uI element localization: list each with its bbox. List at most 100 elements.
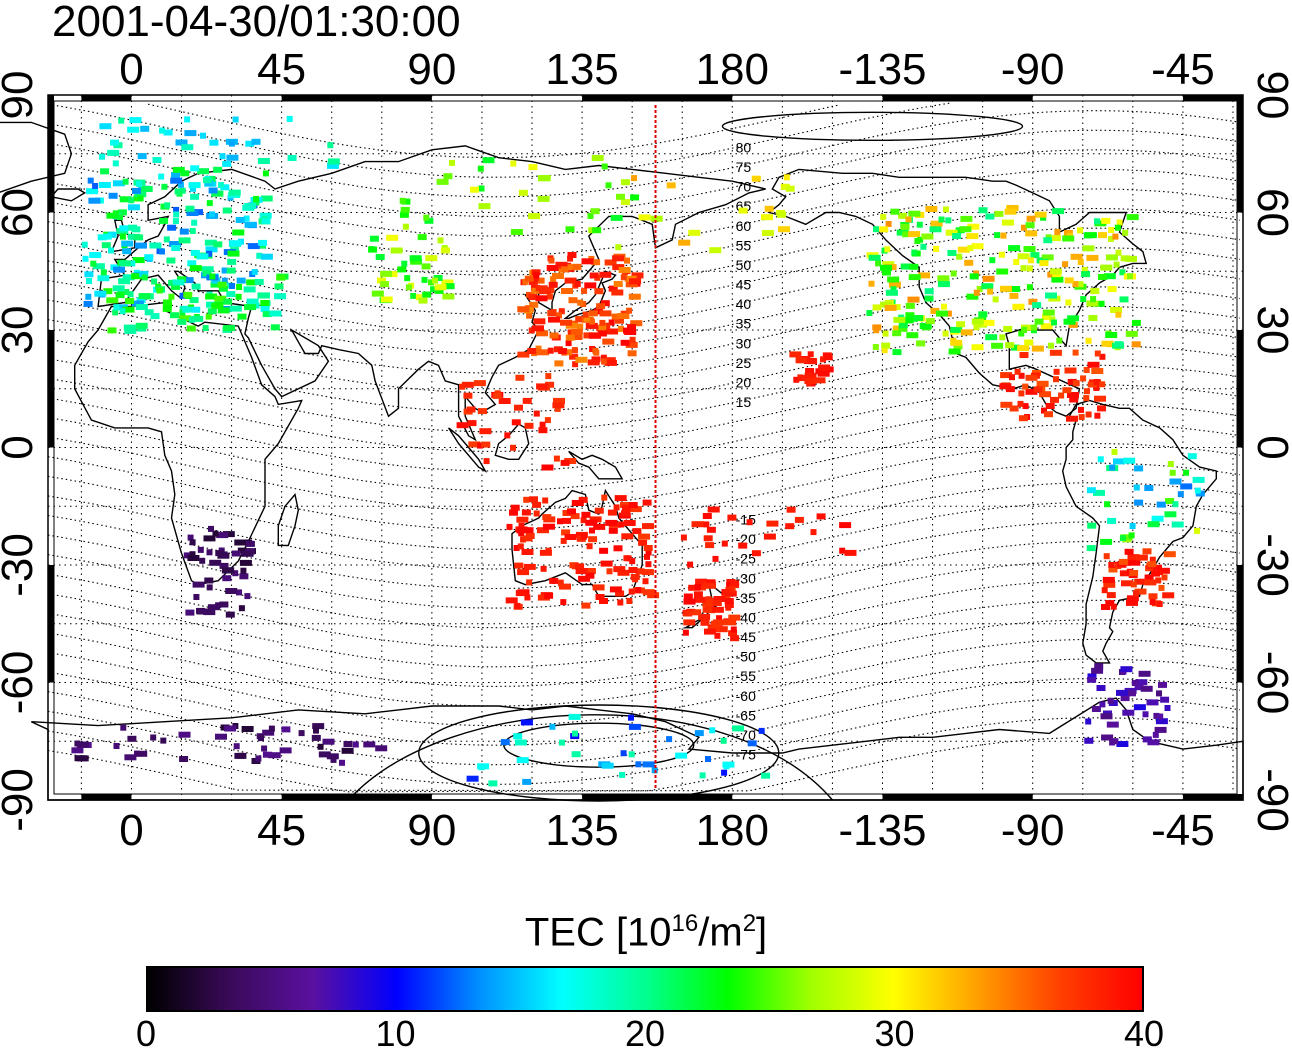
tec-point: [911, 249, 918, 256]
tec-point: [128, 224, 137, 231]
magnetic-contour: [47, 345, 1240, 433]
tec-point: [1113, 458, 1125, 465]
tec-point: [422, 291, 432, 298]
magnetic-contour: [47, 305, 1240, 394]
tec-point: [205, 293, 218, 300]
tec-point: [179, 315, 192, 322]
tec-point: [712, 600, 722, 606]
tec-point: [761, 214, 773, 221]
tec-point: [880, 264, 892, 271]
tec-point: [1084, 388, 1090, 395]
tec-point: [1024, 339, 1034, 346]
tec-point: [929, 226, 942, 233]
tec-point: [88, 197, 101, 204]
tec-point: [425, 255, 438, 262]
lat-tick-band: [1237, 95, 1243, 213]
tec-point: [635, 587, 642, 593]
tec-point: [617, 569, 630, 576]
lon-label-bottom: 45: [257, 806, 306, 855]
tec-point: [1039, 260, 1049, 267]
tec-point: [625, 555, 632, 562]
magnetic-contour: [47, 208, 1240, 296]
lon-label-top: 0: [119, 45, 143, 94]
tec-point: [229, 305, 242, 312]
tec-point: [715, 626, 728, 633]
tec-point: [352, 741, 359, 748]
tec-point: [1147, 561, 1157, 568]
tec-point: [981, 283, 994, 290]
tec-point: [570, 513, 580, 520]
tec-point: [517, 351, 530, 358]
tec-point: [229, 240, 242, 247]
tec-point: [1034, 211, 1047, 218]
tec-point: [611, 289, 624, 296]
tec-point: [522, 397, 532, 404]
tec-point: [206, 200, 213, 207]
tec-point: [751, 550, 761, 557]
tec-point: [628, 567, 638, 573]
tec-point: [113, 266, 125, 273]
tec-point: [251, 269, 258, 275]
tec-point: [1025, 222, 1035, 229]
tec-point: [167, 224, 177, 231]
tec-point: [409, 255, 422, 262]
tec-point: [1050, 396, 1059, 403]
tec-point: [710, 620, 723, 627]
tec-map: 8075706560555045403530252015-15-20-25-30…: [0, 45, 1292, 855]
tec-point: [880, 301, 893, 308]
lon-label-bottom: 90: [407, 806, 456, 855]
tec-point: [375, 745, 388, 752]
tec-point: [918, 272, 931, 279]
tec-point: [245, 140, 255, 147]
tec-point: [706, 607, 716, 614]
tec-point: [688, 584, 701, 591]
tec-point: [575, 568, 588, 575]
tec-point: [900, 263, 913, 270]
tec-point: [127, 291, 134, 298]
tec-point: [193, 594, 200, 600]
magnetic-contour: [47, 678, 1240, 766]
tec-point: [1116, 741, 1129, 747]
tec-point: [625, 341, 638, 348]
tec-point: [1030, 252, 1040, 259]
tec-point: [777, 211, 787, 218]
tec-point: [1085, 718, 1092, 725]
tec-point: [1084, 737, 1094, 744]
tec-point: [1068, 321, 1078, 328]
tec-point: [1099, 353, 1106, 360]
tec-point: [533, 272, 540, 279]
tec-point: [183, 291, 193, 298]
tec-point: [218, 182, 225, 189]
lon-label-bottom: -135: [838, 806, 926, 855]
tec-point: [197, 546, 204, 553]
tec-point: [1094, 218, 1100, 225]
tec-point: [930, 220, 943, 227]
tec-point: [1019, 352, 1029, 358]
tec-point: [804, 378, 817, 384]
tec-point: [243, 286, 256, 293]
tec-point: [535, 345, 542, 352]
tec-point: [175, 139, 188, 146]
tec-point: [99, 123, 112, 130]
tec-point: [680, 534, 687, 541]
tec-point: [599, 310, 612, 317]
tec-point: [179, 292, 186, 299]
tec-point: [574, 280, 581, 287]
tec-point: [221, 267, 228, 274]
tec-point: [1028, 298, 1038, 305]
tec-point: [1066, 415, 1078, 422]
tec-point: [688, 229, 701, 236]
tec-point: [973, 324, 980, 331]
tec-point: [191, 219, 198, 226]
tec-point: [108, 247, 114, 254]
tec-point: [808, 358, 818, 365]
tec-point: [1062, 387, 1072, 394]
tec-point: [565, 340, 572, 347]
tec-point: [110, 139, 120, 146]
tec-point: [1151, 515, 1164, 522]
tec-point: [1144, 579, 1157, 586]
tec-point: [1021, 327, 1028, 333]
tec-point: [466, 406, 476, 413]
magnetic-latitude-label: 30: [736, 335, 752, 351]
tec-point: [1043, 237, 1053, 244]
